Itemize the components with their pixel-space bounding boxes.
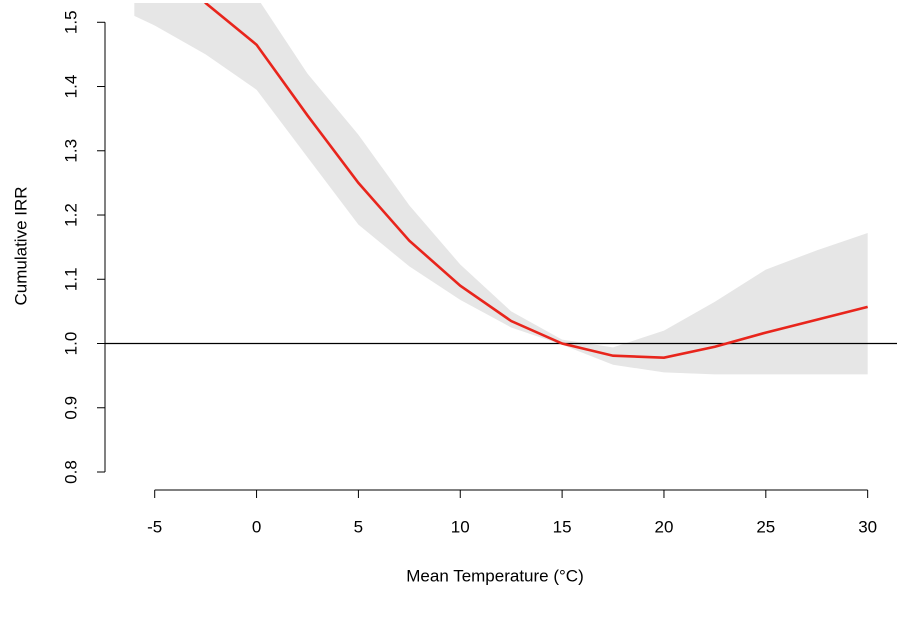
- y-tick-label: 1.2: [61, 203, 80, 227]
- y-tick-label: 0.8: [61, 460, 80, 484]
- y-tick-label: 1.5: [61, 10, 80, 34]
- y-tick-label: 1.4: [61, 75, 80, 99]
- irr-line: [204, 3, 868, 359]
- confidence-band: [134, 3, 868, 375]
- x-tick-label: 25: [756, 517, 775, 536]
- x-tick-label: 15: [553, 517, 572, 536]
- x-tick-label: 5: [354, 517, 363, 536]
- y-tick-label: 0.9: [61, 396, 80, 420]
- x-tick-label: 10: [451, 517, 470, 536]
- y-tick-label: 1.3: [61, 139, 80, 163]
- y-axis-title: Cumulative IRR: [11, 186, 30, 305]
- plot-area: [105, 3, 897, 375]
- x-tick-label: 20: [655, 517, 674, 536]
- x-tick-label: -5: [147, 517, 162, 536]
- x-axis-title: Mean Temperature (°C): [406, 566, 584, 585]
- x-tick-label: 0: [252, 517, 261, 536]
- y-tick-label: 1.0: [61, 332, 80, 356]
- x-tick-label: 30: [858, 517, 877, 536]
- y-tick-label: 1.1: [61, 267, 80, 291]
